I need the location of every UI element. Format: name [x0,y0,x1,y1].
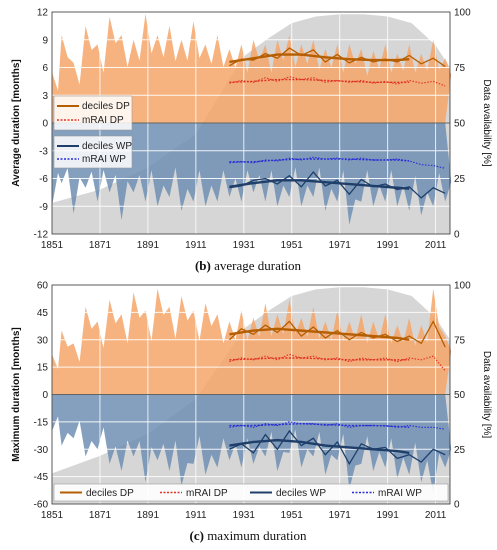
y-tick-label: 15 [37,363,49,374]
panel-maximum-duration: 60 45 30 15 0 -15 -30 -45 -60 100 75 50 25 0 1851 1871 1… [11,281,492,544]
series-line-deciles-dp [229,47,446,68]
x-tick-label: 1991 [377,240,400,251]
x-tick-label: 2011 [425,510,447,521]
x-tick-label: 1931 [233,510,256,521]
plot-frame [51,11,451,235]
legend-label: mRAI WP [378,488,422,499]
x-tick-label: 1971 [329,240,352,251]
wp-annual-area [52,394,452,494]
y2-axis-label: Data availability [%] [481,351,492,438]
legend-label: mRAI DP [82,115,124,126]
y-tick-label: -12 [34,230,49,241]
y-tick-label: -3 [39,146,48,157]
y-tick-label: -45 [34,472,49,483]
y-axis-label: Average duration [months] [11,59,22,186]
x-tick-label: 1911 [185,240,207,251]
x-tick-label: 1931 [233,240,256,251]
y-tick-label: -30 [34,445,49,456]
x-tick-label: 1871 [89,510,112,521]
y2-tick-label: 25 [454,445,466,456]
panel-average-duration: 12 9 6 3 0 -3 -6 -9 -12 100 75 50 25 0 1851 1871 1891 191… [11,8,492,274]
series-line-mrai-dp [229,76,446,87]
legend-label: deciles WP [276,488,326,499]
legend-label: mRAI WP [82,154,126,165]
plot-frame [51,284,451,505]
legend-label: deciles WP [82,141,132,152]
x-tick-label: 1851 [41,510,64,521]
smoothed-line-deciles-wp [229,179,410,190]
legend-box [53,135,133,169]
series-line-deciles-wp [229,171,446,199]
x-tick-label: 1891 [137,240,160,251]
y-tick-label: 45 [37,308,49,319]
smoothed-line-deciles-dp [229,327,410,341]
dp-annual-area [52,13,452,124]
y2-tick-label: 25 [454,174,466,185]
legend-label: deciles DP [86,488,134,499]
x-tick-label: 1991 [377,510,400,521]
smoothed-line-mrai-wp [229,422,410,429]
x-tick-label: 1851 [41,240,64,251]
x-tick-label: 1951 [281,240,304,251]
x-tick-label: 1971 [329,510,352,521]
y-axis-label: Maximum duration [months] [11,327,22,461]
y2-tick-label: 100 [454,8,471,19]
series-line-deciles-wp [229,429,446,466]
caption-letter: (c) [190,528,208,543]
y-tick-label: -9 [39,202,48,213]
y2-axis-label: Data availability [%] [481,79,492,166]
y-tick-label: 0 [42,390,48,401]
y-tick-label: 12 [37,8,49,19]
wp-annual-area [52,123,452,225]
x-tick-label: 1891 [137,510,160,521]
y-tick-label: 9 [42,35,48,46]
y2-tick-label: 0 [454,500,460,511]
y2-tick-label: 50 [454,119,466,130]
legend-label: deciles DP [82,101,130,112]
smoothed-line-mrai-wp [229,158,410,163]
legend-box [53,95,133,131]
series-line-mrai-wp [229,421,446,430]
smoothed-line-mrai-dp [229,357,410,361]
panel-caption: (b) average duration [195,258,302,273]
smoothed-line-deciles-dp [229,53,410,64]
legend-dp: deciles DP mRAI DP [53,95,133,131]
y2-tick-label: 75 [454,63,466,74]
x-tick-label: 1871 [89,240,112,251]
series-line-deciles-dp [228,320,446,348]
caption-letter: (b) [195,258,214,273]
y-tick-label: 3 [42,91,48,102]
y-tick-label: 6 [42,63,48,74]
y-tick-label: -60 [34,500,49,511]
y-tick-label: 0 [42,119,48,130]
x-tick-label: 1911 [185,510,207,521]
y-tick-label: -6 [39,174,48,185]
y2-tick-label: 75 [454,335,466,346]
dp-annual-area [52,288,452,395]
y-tick-label: 60 [37,281,49,292]
y2-tick-label: 50 [454,390,466,401]
legend-wp: deciles WP mRAI WP [53,135,133,169]
panel-caption: (c) maximum duration [190,528,307,543]
caption-text: maximum duration [207,528,307,543]
smoothed-line-mrai-dp [229,78,410,84]
caption-text: average duration [214,258,301,273]
legend: deciles DP mRAI DP deciles WP mRAI WP [53,483,449,502]
smoothed-line-deciles-wp [229,438,410,455]
series-line-mrai-wp [229,156,446,169]
y2-tick-label: 0 [454,230,460,241]
legend-label: mRAI DP [186,488,228,499]
series-line-mrai-dp [229,353,446,372]
y-tick-label: 30 [37,335,49,346]
y2-tick-label: 100 [454,281,471,292]
y-tick-label: -15 [34,417,49,428]
x-tick-label: 1951 [281,510,304,521]
x-tick-label: 2011 [425,240,447,251]
